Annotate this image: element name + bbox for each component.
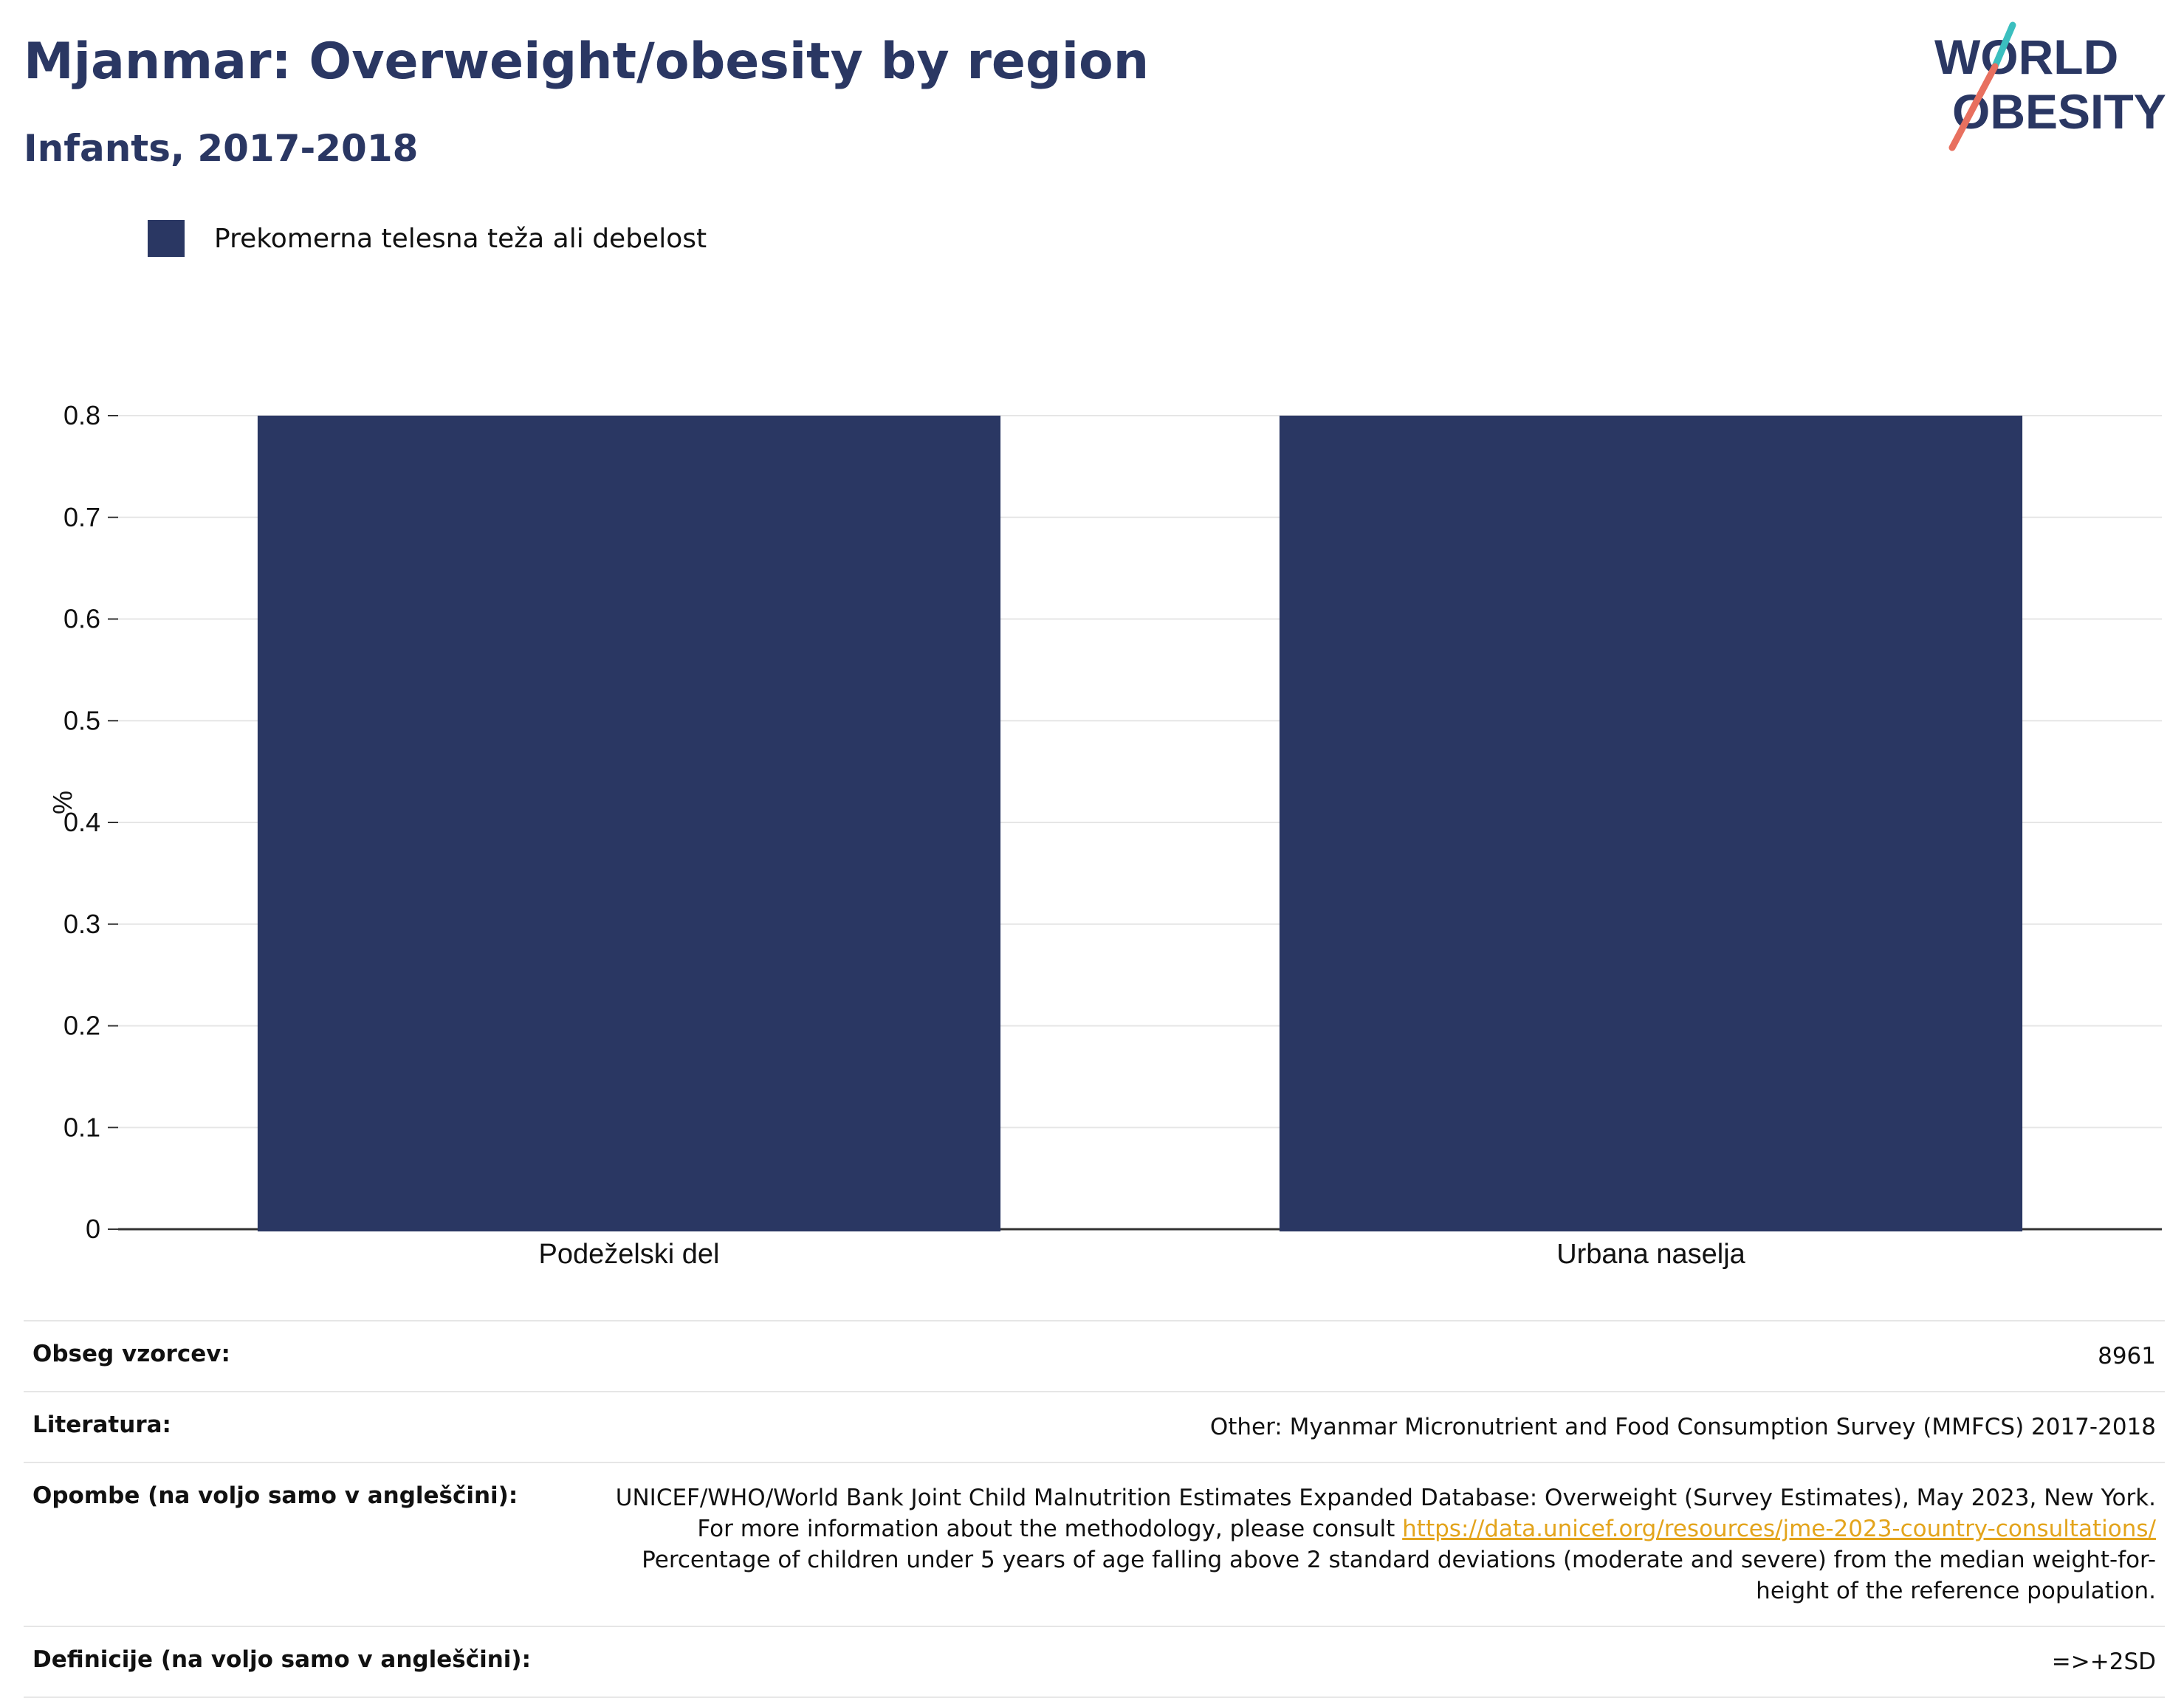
y-tick-label: 0.2 xyxy=(63,1011,100,1041)
logo-slash-top xyxy=(1991,21,2016,70)
table-row-notes: Opombe (na voljo samo v angleščini): UNI… xyxy=(24,1462,2165,1626)
y-tick-label: 0.6 xyxy=(63,604,100,634)
chart-title: Mjanmar: Overweight/obesity by region xyxy=(24,32,1150,91)
methodology-link[interactable]: https://data.unicef.org/resources/jme-20… xyxy=(1402,1516,2156,1542)
bar xyxy=(1279,416,2023,1231)
chart-subtitle: Infants, 2017-2018 xyxy=(24,127,419,170)
x-tick-label: Podeželski del xyxy=(538,1239,719,1270)
logo-word-world: WORLD xyxy=(1934,30,2118,84)
legend-label: Prekomerna telesna teža ali debelost xyxy=(214,223,707,254)
sample-size-value: 8961 xyxy=(2098,1343,2156,1369)
y-tick-label: 0.4 xyxy=(63,807,100,837)
table-row-literature: Literatura: Other: Myanmar Micronutrient… xyxy=(24,1391,2165,1462)
notes-text-1: UNICEF/WHO/World Bank Joint Child Malnut… xyxy=(615,1485,2156,1542)
x-tick-label: Urbana naselja xyxy=(1556,1239,1745,1270)
sample-size-key: Obseg vzorcev: xyxy=(32,1341,230,1367)
table-row-sample-size: Obseg vzorcev: 8961 xyxy=(24,1320,2165,1391)
definitions-value: =>+2SD xyxy=(2051,1649,2156,1675)
legend-swatch xyxy=(148,220,185,257)
table-row-definitions: Definicije (na voljo samo v angleščini):… xyxy=(24,1626,2165,1698)
notes-value: UNICEF/WHO/World Bank Joint Child Malnut… xyxy=(518,1482,2156,1606)
bar xyxy=(257,416,1001,1231)
logo-slash-bottom xyxy=(1948,63,1999,151)
literature-key: Literatura: xyxy=(32,1412,171,1438)
y-tick-label: 0.1 xyxy=(63,1112,100,1142)
y-axis-label: % xyxy=(47,791,78,814)
y-tick-label: 0.5 xyxy=(63,705,100,735)
y-tick-label: 0.8 xyxy=(63,400,100,430)
definitions-key: Definicije (na voljo samo v angleščini): xyxy=(32,1646,531,1673)
legend: Prekomerna telesna teža ali debelost xyxy=(148,220,707,257)
y-tick-label: 0 xyxy=(86,1214,100,1244)
y-tick-label: 0.3 xyxy=(63,909,100,939)
world-obesity-logo: WORLD OBESITY xyxy=(1934,21,2166,151)
y-tick-label: 0.7 xyxy=(63,502,100,532)
info-table: Obseg vzorcev: 8961 Literatura: Other: M… xyxy=(24,1320,2165,1698)
bar-chart: 0 0.1 0.2 0.3 0.4 0.5 0.6 0.7 0.8 Podeželski del… xyxy=(47,400,2162,1270)
notes-key: Opombe (na voljo samo v angleščini): xyxy=(32,1482,518,1509)
notes-text-2: Percentage of children under 5 years of … xyxy=(642,1547,2156,1604)
literature-value: Other: Myanmar Micronutrient and Food Co… xyxy=(1209,1414,2156,1440)
logo-word-obesity: OBESITY xyxy=(1952,84,2166,139)
